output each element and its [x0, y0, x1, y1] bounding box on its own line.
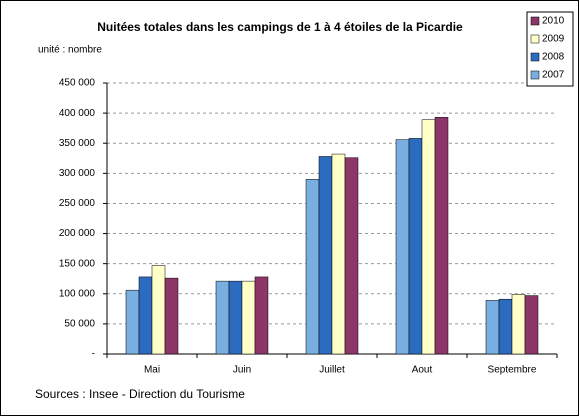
legend-label: 2008	[542, 52, 565, 63]
bar	[511, 294, 526, 355]
y-tick-label: 450 000	[59, 78, 96, 89]
bar	[151, 265, 166, 355]
legend-label: 2009	[542, 34, 565, 45]
bar	[498, 298, 513, 355]
y-tick-label: 150 000	[59, 258, 96, 269]
y-tick-label: 100 000	[59, 288, 96, 299]
bar	[408, 138, 423, 355]
bar	[125, 289, 140, 355]
bar	[241, 280, 256, 355]
y-tick-label: 50 000	[64, 319, 95, 330]
bar	[421, 119, 436, 355]
bar	[318, 156, 333, 355]
chart-title: Nuitées totales dans les campings de 1 à…	[97, 20, 463, 34]
x-tick-label: Mai	[144, 365, 160, 376]
bar	[331, 153, 346, 355]
bar	[524, 295, 539, 355]
x-tick-label: Juin	[233, 365, 251, 376]
bar	[254, 276, 269, 355]
y-tick-label: -	[92, 349, 95, 360]
bar	[485, 300, 500, 355]
bar	[305, 179, 320, 355]
x-tick-label: Juillet	[319, 365, 345, 376]
bar	[344, 157, 359, 355]
y-tick-label: 300 000	[59, 168, 96, 179]
y-tick-label: 200 000	[59, 228, 96, 239]
bar	[138, 276, 153, 355]
source: Sources : Insee - Direction du Tourisme	[35, 387, 245, 401]
y-tick-label: 400 000	[59, 108, 96, 119]
legend-label: 2010	[542, 16, 565, 27]
bar	[164, 277, 179, 355]
bar	[395, 139, 410, 355]
subtitle: unité : nombre	[38, 45, 102, 56]
y-tick-label: 350 000	[59, 138, 96, 149]
bar	[215, 280, 230, 355]
legend-label: 2007	[542, 70, 565, 81]
y-tick-label: 250 000	[59, 198, 96, 209]
bar	[228, 280, 243, 355]
x-tick-label: Septembre	[488, 365, 537, 376]
legend-swatch	[530, 16, 540, 26]
legend-swatch	[530, 52, 540, 62]
bar	[434, 117, 449, 355]
legend-swatch	[530, 70, 540, 80]
legend-swatch	[530, 34, 540, 44]
x-tick-label: Aout	[412, 365, 433, 376]
